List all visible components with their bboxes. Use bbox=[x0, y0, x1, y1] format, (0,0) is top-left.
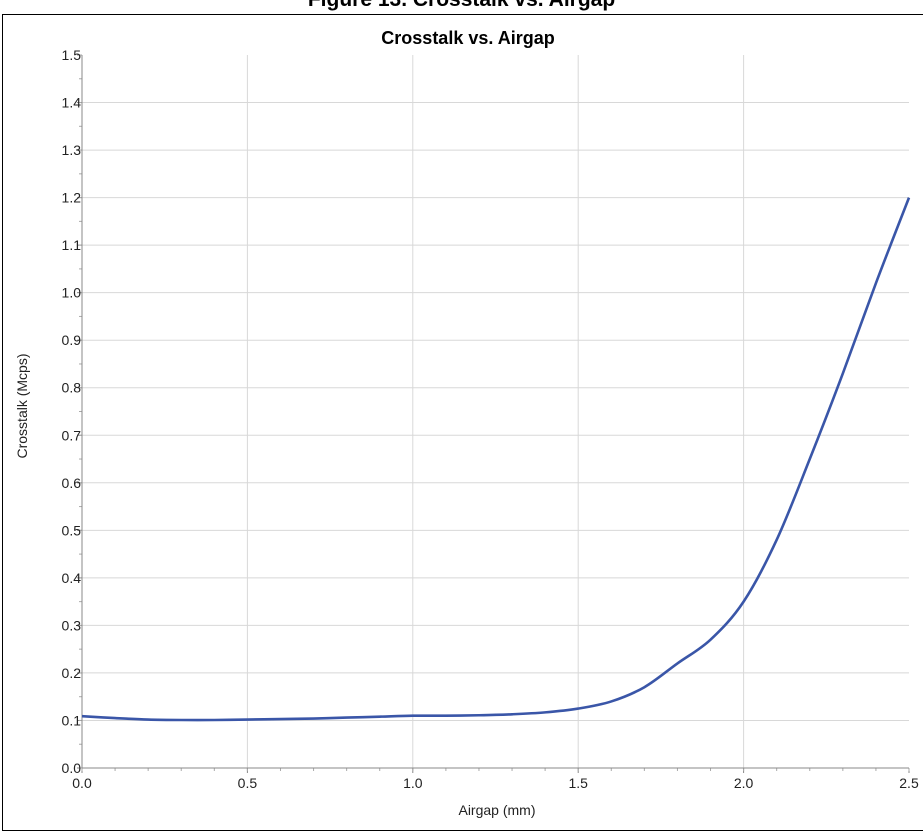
y-tick-label: 0.8 bbox=[62, 380, 82, 396]
y-tick-label: 1.0 bbox=[62, 285, 82, 301]
y-tick-label: 0.2 bbox=[62, 665, 82, 681]
y-tick-label: 1.1 bbox=[62, 237, 82, 253]
x-tick-label: 1.0 bbox=[403, 775, 423, 791]
chart-title: Crosstalk vs. Airgap bbox=[381, 28, 554, 48]
figure-caption-strip: Figure 13. Crosstalk vs. Airgap bbox=[0, 0, 923, 14]
y-tick-label: 1.2 bbox=[62, 190, 82, 206]
y-tick-label: 0.7 bbox=[62, 427, 82, 443]
y-tick-label: 0.0 bbox=[62, 760, 82, 776]
axis-layer bbox=[77, 54, 910, 773]
x-axis-title: Airgap (mm) bbox=[458, 802, 535, 818]
y-tick-label: 0.5 bbox=[62, 522, 82, 538]
y-tick-label: 1.4 bbox=[62, 95, 82, 111]
x-tick-label: 0.0 bbox=[72, 775, 92, 791]
y-tick-label: 0.1 bbox=[62, 712, 82, 728]
x-tick-label: 2.0 bbox=[734, 775, 754, 791]
y-tick-label: 1.3 bbox=[62, 142, 82, 158]
x-tick-label: 0.5 bbox=[238, 775, 258, 791]
label-layer: 0.0 0.5 1.0 1.5 2.0 2.5 0.0 0.1 0.2 0.3 0.4 0.5 0.6 0… bbox=[62, 47, 919, 791]
chart-frame: 0.0 0.5 1.0 1.5 2.0 2.5 0.0 0.1 0.2 0.3 0.4 0.5 0.6 0… bbox=[2, 14, 923, 831]
x-tick-label: 1.5 bbox=[568, 775, 588, 791]
series-line-0 bbox=[81, 197, 911, 722]
y-axis-title: Crosstalk (Mcps) bbox=[14, 353, 30, 458]
crosstalk-chart: 0.0 0.5 1.0 1.5 2.0 2.5 0.0 0.1 0.2 0.3 0.4 0.5 0.6 0… bbox=[14, 28, 919, 818]
y-tick-label: 0.6 bbox=[62, 475, 82, 491]
y-tick-label: 0.4 bbox=[62, 570, 82, 586]
x-tick-label: 2.5 bbox=[899, 775, 919, 791]
figure-caption: Figure 13. Crosstalk vs. Airgap bbox=[0, 0, 923, 12]
y-tick-label: 1.5 bbox=[62, 47, 82, 63]
y-tick-label: 0.3 bbox=[62, 617, 82, 633]
y-tick-label: 0.9 bbox=[62, 332, 82, 348]
series-layer bbox=[81, 197, 911, 722]
grid-layer bbox=[82, 55, 909, 768]
